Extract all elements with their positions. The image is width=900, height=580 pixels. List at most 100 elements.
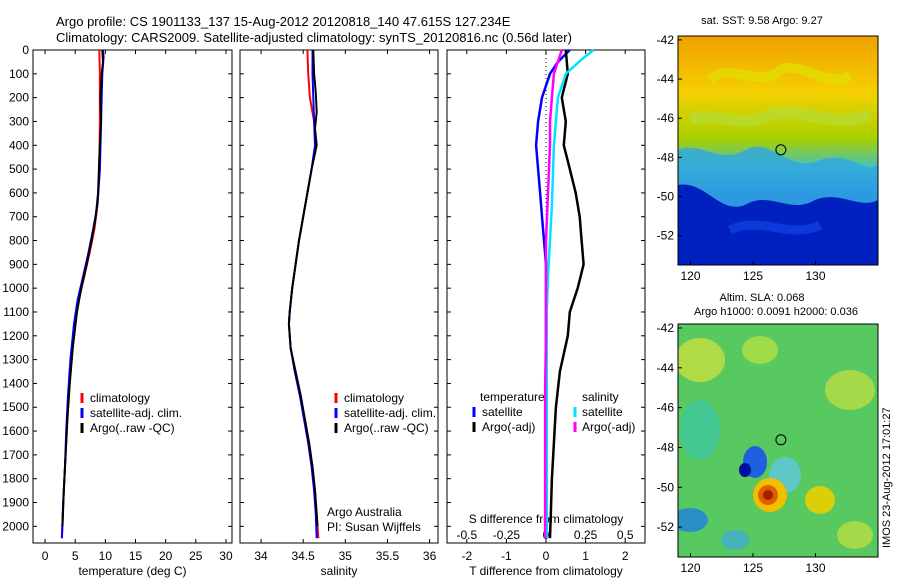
panel-salinity: 34 34.5 35 35.5 36 salinity climatologysatelli… <box>239 49 439 578</box>
sst-map-features <box>678 63 878 265</box>
axes-sst-map: 120 125 130 -42 -44 -46 -48 -50 -52 <box>657 33 826 283</box>
panel-temperature: 0 5 10 15 20 25 30 temperature (deg C) 0 100 200 30… <box>2 43 233 578</box>
x-tick-label: 125 <box>743 269 763 283</box>
y-tick-label: 200 <box>9 91 29 105</box>
legend-label: satellite <box>582 405 623 419</box>
x-tick-label-salinity: 0.5 <box>617 528 634 542</box>
x-tick-label: 10 <box>99 549 113 563</box>
series-line <box>61 49 105 527</box>
legend-label: satellite-adj. clim. <box>344 406 436 420</box>
y-tick-label: 1100 <box>3 305 29 319</box>
sst-map-title: sat. SST: 9.58 Argo: 9.27 <box>701 15 823 27</box>
x-axis-label: temperature (deg C) <box>78 564 186 578</box>
sst-map-argo-marker <box>775 144 787 156</box>
x-tick-label: 130 <box>805 561 825 575</box>
sst-map: sat. SST: 9.58 Argo: 9.27 <box>677 15 879 266</box>
series-line <box>545 49 595 539</box>
series-line <box>543 49 563 539</box>
x-tick-label-salinity: 0.25 <box>574 528 598 542</box>
x-tick-label: 15 <box>129 549 143 563</box>
series-line <box>287 49 319 527</box>
y-tick-label: 1800 <box>2 472 29 486</box>
y-tick-label: -42 <box>657 321 675 335</box>
y-tick-label: 2000 <box>2 519 29 533</box>
legend-label: climatology <box>344 391 404 405</box>
y-tick-label: 1300 <box>2 353 29 367</box>
source-annotation: Argo Australia <box>327 505 402 519</box>
x-axis-label: salinity <box>321 564 358 578</box>
y-tick-label: -50 <box>657 189 675 203</box>
x-tick-label: 120 <box>680 269 700 283</box>
y-tick-label: 800 <box>9 234 29 248</box>
y-tick-label: 1700 <box>2 448 29 462</box>
y-tick-label: 1600 <box>2 424 29 438</box>
panel-frame <box>32 49 233 544</box>
y-tick-label: 1000 <box>2 281 29 295</box>
y-tick-label: 0 <box>22 43 29 57</box>
y-tick-label: -50 <box>657 480 675 494</box>
figure-title-line2: Climatology: CARS2009. Satellite-adjuste… <box>56 30 572 45</box>
sla-map-subtitle: Argo h1000: 0.0091 h2000: 0.036 <box>694 306 858 318</box>
x-tick-label: 1 <box>582 549 589 563</box>
y-tick-label: 100 <box>9 67 29 81</box>
legend-label: Argo(-adj) <box>482 420 535 434</box>
x-tick-label: 35 <box>339 549 353 563</box>
sla-map: Altim. SLA: 0.068 Argo h1000: 0.0091 h20… <box>677 292 879 558</box>
y-tick-label: 1400 <box>2 376 29 390</box>
y-tick-label: 500 <box>9 162 29 176</box>
sla-map-features <box>678 336 875 550</box>
x-tick-label: 34 <box>254 549 268 563</box>
y-tick-label: -52 <box>657 520 675 534</box>
pi-annotation: PI: Susan Wijffels <box>327 520 421 534</box>
x-tick-label: 0 <box>543 549 550 563</box>
y-tick-label: -48 <box>657 440 675 454</box>
x-tick-label: -2 <box>461 549 472 563</box>
y-tick-label: -52 <box>657 229 675 243</box>
y-tick-label: 300 <box>9 114 29 128</box>
x-axis-label: T difference from climatology <box>469 564 623 578</box>
x-tick-label: 5 <box>72 549 79 563</box>
x-tick-label-salinity: -0.25 <box>493 528 521 542</box>
y-tick-label: -44 <box>657 72 675 86</box>
x-tick-label: 34.5 <box>292 549 316 563</box>
x-tick-label: 125 <box>743 561 763 575</box>
y-tick-label: 400 <box>9 138 29 152</box>
figure-title-line1: Argo profile: CS 1901133_137 15-Aug-2012… <box>56 14 511 29</box>
x-tick-label-salinity: -0.5 <box>456 528 477 542</box>
x-tick-label: 130 <box>805 269 825 283</box>
y-tick-label: 1500 <box>2 400 29 414</box>
y-tick-label: 700 <box>9 210 29 224</box>
panel-frame <box>239 49 439 544</box>
legend-label: Argo(..raw -QC) <box>344 421 429 435</box>
x-tick-label: 30 <box>219 549 233 563</box>
x-tick-label: 25 <box>189 549 203 563</box>
axes-sla-map: 120 125 130 -42 -44 -46 -48 -50 -52 <box>657 321 826 575</box>
y-tick-label: -46 <box>657 401 675 415</box>
x-tick-label: 120 <box>680 561 700 575</box>
x-tick-label: 35.5 <box>376 549 400 563</box>
legend-title: salinity <box>582 390 619 404</box>
y-tick-label: -46 <box>657 111 675 125</box>
y-tick-label: 1900 <box>2 496 29 510</box>
legend-title: temperature <box>480 390 545 404</box>
y-tick-label: 1200 <box>2 329 29 343</box>
legend-label: Argo(-adj) <box>582 420 635 434</box>
y-tick-label: -48 <box>657 150 675 164</box>
x-tick-label: -1 <box>501 549 512 563</box>
imos-timestamp: IMOS 23-Aug-2012 17:01:27 <box>881 407 893 548</box>
sla-map-frame <box>677 323 879 558</box>
x-tick-label: 2 <box>622 549 629 563</box>
sst-map-frame <box>677 35 879 266</box>
x-tick-label: 20 <box>159 549 173 563</box>
legend-label: satellite-adj. clim. <box>90 406 182 420</box>
y-tick-label: 600 <box>9 186 29 200</box>
legend-label: climatology <box>90 391 150 405</box>
y-tick-label: -42 <box>657 33 675 47</box>
y-tick-label: -44 <box>657 361 675 375</box>
series-line <box>548 49 585 539</box>
x-tick-label: 0 <box>42 549 49 563</box>
x-tick-label: 36 <box>423 549 437 563</box>
